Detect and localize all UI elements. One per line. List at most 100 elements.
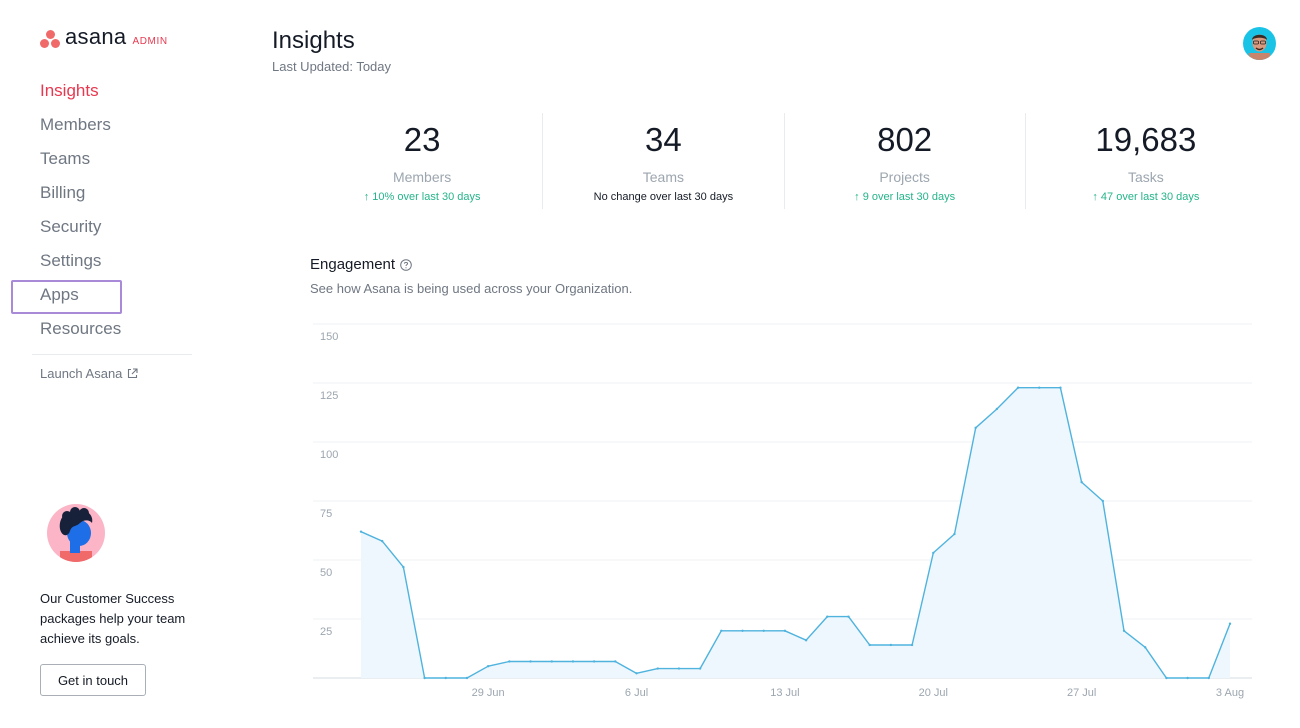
- asana-logo[interactable]: asana ADMIN: [40, 24, 168, 50]
- chart-point[interactable]: [804, 639, 808, 642]
- chart-series-area: [361, 387, 1230, 678]
- chart-point[interactable]: [953, 532, 956, 536]
- launch-asana-link[interactable]: Launch Asana: [40, 366, 138, 381]
- stats-row: 23 Members ↑ 10% over last 30 days 34 Te…: [302, 113, 1266, 209]
- stat-change: ↑ 47 over last 30 days: [1026, 191, 1266, 203]
- chart-point[interactable]: [614, 660, 617, 663]
- chart-point[interactable]: [656, 667, 659, 670]
- chart-point[interactable]: [529, 660, 532, 663]
- chart-point[interactable]: [868, 643, 871, 647]
- chart-point[interactable]: [550, 660, 553, 663]
- chart-y-tick-label: 75: [320, 508, 332, 520]
- chart-point[interactable]: [465, 676, 469, 680]
- engagement-subtitle: See how Asana is being used across your …: [310, 281, 633, 296]
- chart-point[interactable]: [486, 665, 490, 668]
- sidebar: asana ADMIN Insights Members Teams Billi…: [0, 0, 230, 728]
- chart-point[interactable]: [826, 615, 829, 618]
- customer-success-illustration-icon: [47, 504, 105, 562]
- stat-change-text: 9 over last 30 days: [862, 191, 956, 203]
- chart-point[interactable]: [932, 551, 935, 555]
- stat-change-text: 47 over last 30 days: [1100, 191, 1200, 203]
- engagement-title-text: Engagement: [310, 256, 396, 273]
- chart-y-tick-label: 100: [320, 449, 338, 461]
- sidebar-item-insights[interactable]: Insights: [40, 81, 99, 100]
- chart-point[interactable]: [571, 660, 575, 663]
- stat-value: 34: [645, 121, 682, 158]
- chart-point[interactable]: [508, 660, 511, 663]
- chart-point[interactable]: [1207, 676, 1211, 680]
- chart-y-ticks: 25 50 75 100 125 150: [320, 331, 338, 638]
- stat-label: Tasks: [1127, 169, 1164, 185]
- chart-point[interactable]: [1228, 622, 1232, 625]
- chart-y-tick-label: 150: [320, 331, 338, 343]
- sidebar-item-teams[interactable]: Teams: [40, 149, 91, 168]
- chart-point[interactable]: [910, 643, 914, 647]
- chart-x-tick-label: 20 Jul: [919, 687, 948, 699]
- chart-y-tick-label: 25: [320, 626, 332, 638]
- sidebar-item-security[interactable]: Security: [40, 217, 102, 236]
- chart-point[interactable]: [402, 565, 405, 569]
- get-in-touch-button[interactable]: Get in touch: [40, 664, 146, 696]
- chart-point[interactable]: [423, 676, 426, 680]
- chart-point[interactable]: [1144, 646, 1147, 649]
- chart-point[interactable]: [1038, 386, 1041, 389]
- chart-point[interactable]: [847, 615, 850, 618]
- chart-point[interactable]: [741, 629, 744, 632]
- chart-point[interactable]: [1122, 629, 1126, 632]
- stat-label: Projects: [879, 169, 930, 185]
- asana-logo-icon: [40, 29, 60, 49]
- chart-point[interactable]: [1186, 676, 1189, 680]
- stat-tasks: 19,683 Tasks ↑ 47 over last 30 days: [1024, 113, 1266, 209]
- logo-wordmark: asana: [65, 24, 127, 49]
- up-arrow-icon: ↑: [363, 191, 370, 203]
- chart-x-tick-label: 3 Aug: [1216, 687, 1244, 699]
- chart-point[interactable]: [762, 629, 765, 632]
- sidebar-item-settings[interactable]: Settings: [40, 251, 102, 270]
- stat-teams: 34 Teams No change over last 30 days: [542, 113, 783, 209]
- chart-point[interactable]: [635, 672, 638, 675]
- sidebar-item-billing[interactable]: Billing: [40, 183, 86, 202]
- chart-point[interactable]: [1059, 386, 1062, 389]
- chart-points: [359, 386, 1232, 680]
- stat-projects: 802 Projects ↑ 9 over last 30 days: [783, 113, 1025, 209]
- chart-point[interactable]: [444, 676, 447, 680]
- chart-point[interactable]: [720, 629, 723, 632]
- external-link-icon: [128, 368, 138, 379]
- stat-change: No change over last 30 days: [543, 191, 783, 203]
- chart-point[interactable]: [1080, 480, 1083, 484]
- chart-x-tick-label: 13 Jul: [770, 687, 799, 699]
- user-avatar[interactable]: [1243, 27, 1276, 60]
- stat-value: 19,683: [1095, 121, 1197, 158]
- chart-x-tick-label: 29 Jun: [472, 687, 505, 699]
- chart-point[interactable]: [698, 667, 702, 670]
- sidebar-item-resources[interactable]: Resources: [40, 319, 122, 338]
- chart-point[interactable]: [380, 539, 384, 543]
- chart-point[interactable]: [995, 407, 999, 411]
- engagement-title: Engagement: [310, 256, 412, 273]
- sidebar-item-members[interactable]: Members: [40, 115, 111, 134]
- chart-point[interactable]: [359, 530, 363, 533]
- sidebar-item-apps[interactable]: Apps: [40, 285, 79, 304]
- chart-series-line: [360, 387, 1231, 679]
- chart-x-tick-label: 27 Jul: [1067, 687, 1096, 699]
- help-circle-icon[interactable]: [400, 258, 412, 271]
- chart-point[interactable]: [592, 660, 596, 663]
- chart-x-tick-label: 6 Jul: [625, 687, 648, 699]
- chart-point[interactable]: [783, 629, 787, 632]
- launch-asana-label: Launch Asana: [40, 366, 123, 381]
- chart-point[interactable]: [889, 643, 893, 647]
- chart-point[interactable]: [1165, 676, 1168, 680]
- chart-point[interactable]: [677, 667, 681, 670]
- chart-point[interactable]: [1101, 499, 1105, 503]
- chart-y-tick-label: 125: [320, 390, 338, 402]
- stat-value: 23: [403, 121, 441, 158]
- apps-highlight-box: [11, 280, 122, 314]
- sidebar-divider: [32, 354, 192, 355]
- stat-change-text: No change over last 30 days: [593, 191, 734, 203]
- stat-label: Members: [392, 169, 452, 185]
- chart-point[interactable]: [1016, 386, 1020, 389]
- chart-point[interactable]: [974, 426, 977, 430]
- stat-change: ↑ 10% over last 30 days: [302, 191, 542, 203]
- stat-value: 802: [877, 121, 933, 158]
